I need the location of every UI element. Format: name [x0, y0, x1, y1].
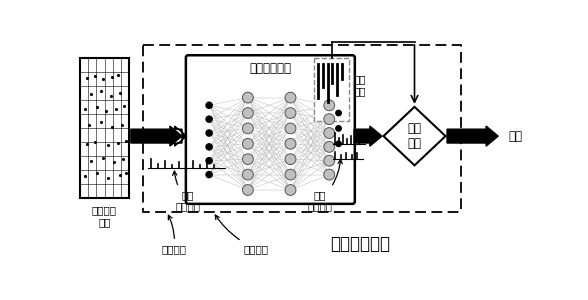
- Bar: [314, 58, 349, 121]
- Circle shape: [285, 169, 296, 180]
- Text: 决策
模块: 决策 模块: [407, 122, 422, 150]
- Circle shape: [242, 108, 253, 118]
- Circle shape: [242, 169, 253, 180]
- Circle shape: [242, 138, 253, 149]
- Circle shape: [206, 102, 212, 108]
- Polygon shape: [131, 126, 182, 146]
- Text: 神经拟态芯片: 神经拟态芯片: [330, 235, 390, 253]
- Polygon shape: [354, 126, 382, 146]
- Text: 脉冲神经网络: 脉冲神经网络: [249, 62, 291, 75]
- Circle shape: [206, 116, 212, 122]
- Circle shape: [324, 100, 335, 111]
- FancyBboxPatch shape: [186, 55, 355, 204]
- Text: 片内决策: 片内决策: [215, 215, 268, 254]
- Text: 输出: 输出: [508, 130, 522, 142]
- Polygon shape: [175, 126, 186, 146]
- Text: 输入
脉冲事件: 输入 脉冲事件: [173, 171, 201, 211]
- Bar: [143, 45, 461, 212]
- Circle shape: [242, 154, 253, 165]
- Circle shape: [324, 128, 335, 138]
- Circle shape: [336, 126, 341, 131]
- Circle shape: [206, 144, 212, 150]
- Circle shape: [206, 172, 212, 178]
- Circle shape: [206, 130, 212, 136]
- Circle shape: [206, 158, 212, 164]
- Circle shape: [285, 108, 296, 118]
- Circle shape: [336, 110, 341, 116]
- Circle shape: [285, 123, 296, 134]
- Text: 事件成像
装置: 事件成像 装置: [92, 206, 117, 227]
- Circle shape: [324, 155, 335, 166]
- Circle shape: [242, 184, 253, 195]
- Circle shape: [285, 184, 296, 195]
- Circle shape: [242, 92, 253, 103]
- Polygon shape: [383, 107, 446, 165]
- Text: 片外决策: 片外决策: [162, 215, 187, 254]
- Text: 输出
脉冲事件: 输出 脉冲事件: [308, 160, 342, 212]
- Circle shape: [336, 141, 341, 146]
- Circle shape: [285, 154, 296, 165]
- Circle shape: [324, 114, 335, 124]
- Circle shape: [285, 92, 296, 103]
- Circle shape: [242, 123, 253, 134]
- Circle shape: [324, 142, 335, 152]
- Circle shape: [285, 138, 296, 149]
- Bar: [80, 58, 129, 198]
- Text: 时间
窗口: 时间 窗口: [353, 74, 366, 96]
- Polygon shape: [447, 126, 498, 146]
- Circle shape: [324, 169, 335, 180]
